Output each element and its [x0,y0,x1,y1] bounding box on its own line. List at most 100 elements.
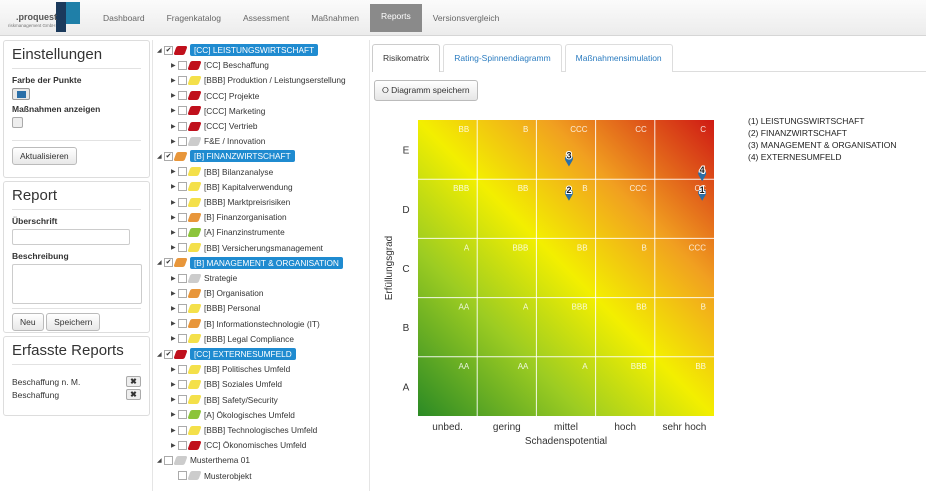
tree-category[interactable]: ◢ ✔ [CC] LEISTUNGSWIRTSCHAFT [157,43,319,57]
save-report-button[interactable]: Speichern [46,313,101,331]
tree-item[interactable]: ▶ [BB] Kapitalverwendung [171,180,293,194]
collapsed-arrow-icon[interactable]: ▶ [171,62,176,69]
tree-item[interactable]: ▶ [CC] Beschaffung [171,58,269,72]
tree-category[interactable]: ◢ ✔ [B] FINANZWIRTSCHAFT [157,149,295,163]
proquest-logo[interactable]: .proquest riskmanagement GmbH [4,2,84,34]
tree-checkbox[interactable]: ✔ [164,349,173,359]
collapsed-arrow-icon[interactable]: ▶ [171,366,176,373]
collapsed-arrow-icon[interactable]: ▶ [171,305,176,312]
collapsed-arrow-icon[interactable]: ▶ [171,397,176,404]
tree-checkbox[interactable] [178,227,187,237]
tree-item[interactable]: ▶ [A] Finanzinstrumente [171,225,285,239]
tab-0[interactable]: Risikomatrix [372,44,441,72]
tree-checkbox[interactable] [178,425,187,435]
nav-item-3[interactable]: Maßnahmen [311,13,359,23]
tree-item[interactable]: ▶ [BBB] Marktpreisrisiken [171,195,290,209]
tree-checkbox[interactable] [178,243,187,253]
tree-checkbox[interactable] [178,440,187,450]
tree-item[interactable]: ▶ [BBB] Legal Compliance [171,332,294,346]
tree-checkbox[interactable] [178,288,187,298]
tree-category[interactable]: ◢ Musterthema 01 [157,453,250,467]
tree-checkbox[interactable] [178,273,187,283]
tree-item[interactable]: ▶ [BBB] Technologisches Umfeld [171,423,317,437]
tree-checkbox[interactable] [178,136,187,146]
tree-checkbox[interactable]: ✔ [164,151,173,161]
saved-report-item[interactable]: Beschaffung ✖ [12,388,141,401]
nav-item-2[interactable]: Assessment [242,13,290,23]
expanded-arrow-icon[interactable]: ◢ [157,47,162,54]
tree-category[interactable]: ◢ ✔ [B] MANAGEMENT & ORGANISATION [157,256,343,270]
tree-item[interactable]: ▶ [B] Finanzorganisation [171,210,287,224]
tree-checkbox[interactable] [178,364,187,374]
collapsed-arrow-icon[interactable]: ▶ [171,77,176,84]
tree-item[interactable]: ▶ [BBB] Produktion / Leistungserstellung [171,73,346,87]
collapsed-arrow-icon[interactable]: ▶ [171,321,176,328]
tree-item[interactable]: Musterobjekt [171,469,252,483]
tab-2[interactable]: Maßnahmensimulation [564,44,673,72]
tree-checkbox[interactable] [178,75,187,85]
tree-checkbox[interactable] [178,91,187,101]
collapsed-arrow-icon[interactable]: ▶ [171,108,176,115]
tree-item[interactable]: ▶ [BB] Versicherungsmanagement [171,241,323,255]
collapsed-arrow-icon[interactable]: ▶ [171,442,176,449]
tree-item[interactable]: ▶ Strategie [171,271,237,285]
tree-category[interactable]: ◢ ✔ [CC] EXTERNESUMFELD [157,347,296,361]
delete-report-x-icon[interactable]: ✖ [126,376,141,387]
expanded-arrow-icon[interactable]: ◢ [157,351,162,358]
tree-item[interactable]: ▶ [BBB] Personal [171,301,260,315]
tree-checkbox[interactable] [178,182,187,192]
tree-item[interactable]: ▶ [CCC] Marketing [171,104,265,118]
risk-point-marker[interactable] [698,169,707,182]
tree-item[interactable]: ▶ [BB] Bilanzanalyse [171,165,273,179]
tree-checkbox[interactable]: ✔ [164,45,173,55]
save-diagram-button[interactable]: ⭘ Diagramm speichern [374,80,478,101]
collapsed-arrow-icon[interactable]: ▶ [171,123,176,130]
description-textarea[interactable] [12,264,142,304]
tree-item[interactable]: ▶ [B] Organisation [171,286,264,300]
collapsed-arrow-icon[interactable]: ▶ [171,93,176,100]
delete-report-x-icon[interactable]: ✖ [126,389,141,400]
color-picker[interactable] [12,88,30,100]
tree-item[interactable]: ▶ [BB] Soziales Umfeld [171,377,282,391]
risk-point-marker[interactable] [564,188,573,201]
tab-1[interactable]: Rating-Spinnendiagramm [443,44,562,72]
collapsed-arrow-icon[interactable]: ▶ [171,245,176,252]
tree-checkbox[interactable] [178,334,187,344]
collapsed-arrow-icon[interactable]: ▶ [171,199,176,206]
risk-point-marker[interactable] [698,188,707,201]
tree-item[interactable]: ▶ [CC] Ökonomisches Umfeld [171,438,306,452]
expanded-arrow-icon[interactable]: ◢ [157,153,162,160]
tree-checkbox[interactable] [178,395,187,405]
tree-checkbox[interactable] [178,471,187,481]
tree-checkbox[interactable]: ✔ [164,258,173,268]
tree-checkbox[interactable] [178,106,187,116]
tree-item[interactable]: ▶ [BB] Politisches Umfeld [171,362,290,376]
collapsed-arrow-icon[interactable]: ▶ [171,169,176,176]
tree-checkbox[interactable] [178,410,187,420]
update-button[interactable]: Aktualisieren [12,147,77,165]
tree-item[interactable]: ▶ [CCC] Vertrieb [171,119,257,133]
saved-report-item[interactable]: Beschaffung n. M. ✖ [12,375,141,388]
tree-checkbox[interactable] [178,379,187,389]
tree-checkbox[interactable] [178,212,187,222]
collapsed-arrow-icon[interactable]: ▶ [171,229,176,236]
collapsed-arrow-icon[interactable]: ▶ [171,275,176,282]
tree-checkbox[interactable] [178,319,187,329]
heading-input[interactable] [12,229,130,245]
tree-item[interactable]: ▶ [BB] Safety/Security [171,393,278,407]
tree-item[interactable]: ▶ [A] Ökologisches Umfeld [171,408,295,422]
nav-item-4[interactable]: Reports [369,4,422,32]
collapsed-arrow-icon[interactable]: ▶ [171,336,176,343]
tree-checkbox[interactable] [178,303,187,313]
collapsed-arrow-icon[interactable]: ▶ [171,214,176,221]
expanded-arrow-icon[interactable]: ◢ [157,457,162,464]
new-report-button[interactable]: Neu [12,313,44,331]
measures-checkbox[interactable] [12,117,23,128]
tree-checkbox[interactable] [178,197,187,207]
tree-checkbox[interactable] [178,167,187,177]
collapsed-arrow-icon[interactable]: ▶ [171,381,176,388]
collapsed-arrow-icon[interactable]: ▶ [171,412,176,419]
tree-item[interactable]: ▶ F&E / Innovation [171,134,265,148]
tree-checkbox[interactable] [178,60,187,70]
expanded-arrow-icon[interactable]: ◢ [157,260,162,267]
